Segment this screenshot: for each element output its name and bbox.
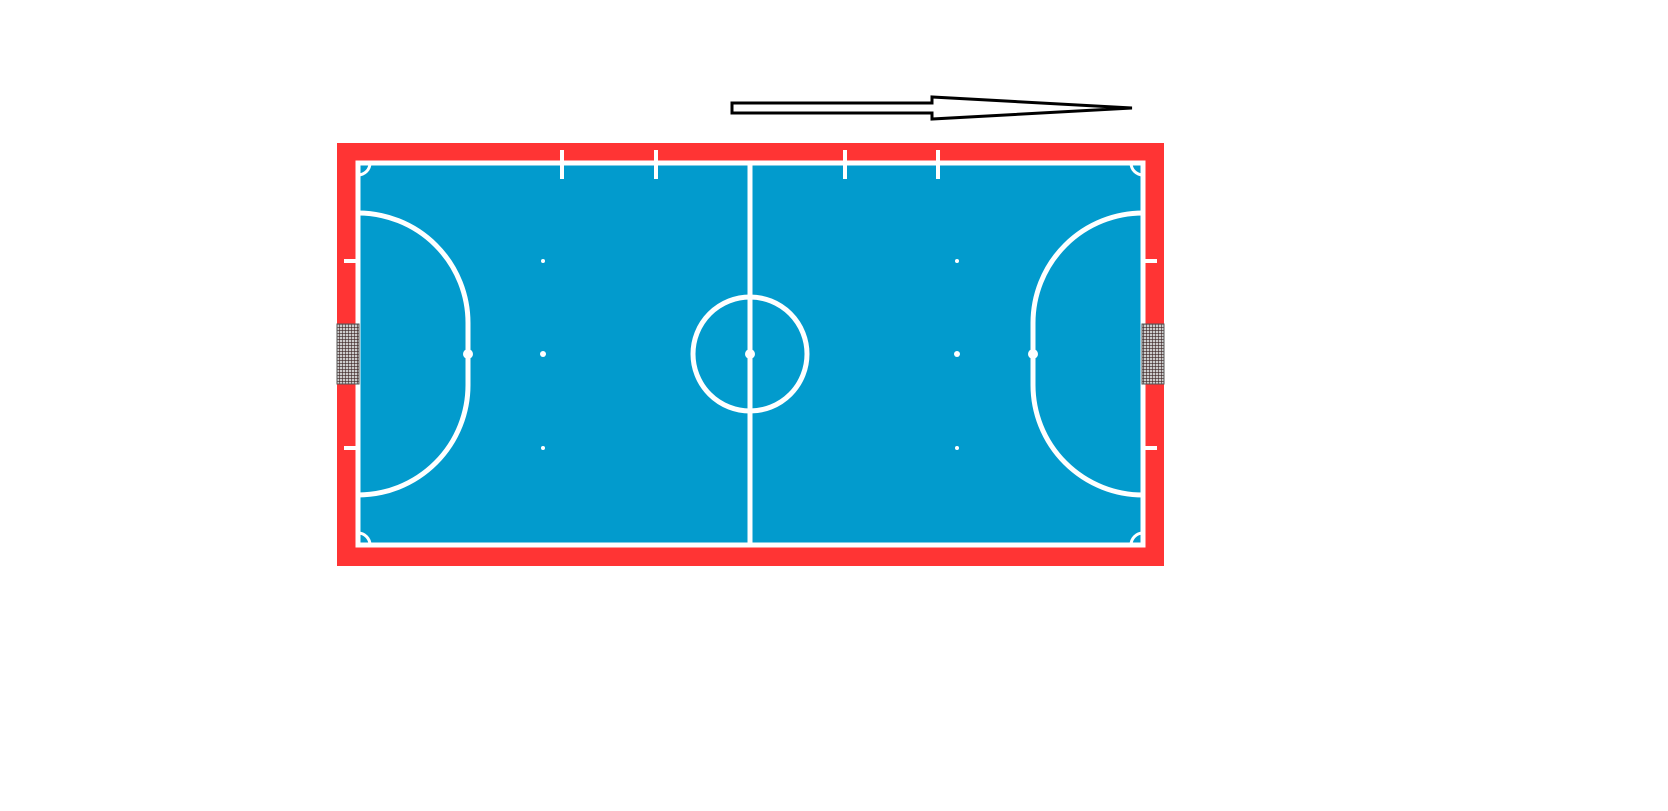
right-penalty-spot [1028, 349, 1038, 359]
corner-arc-bottom-right [1129, 531, 1144, 546]
right-distance-mark [955, 259, 959, 263]
court-spots [463, 259, 1038, 450]
left-distance-mark [541, 259, 545, 263]
direction-arrow [730, 95, 1133, 121]
corner-arc-top-right [1129, 162, 1144, 177]
left-goal-net [336, 323, 360, 385]
corner-arc-bottom-left [357, 531, 372, 546]
left-distance-mark [541, 446, 545, 450]
left-penalty-spot [463, 349, 473, 359]
right-second-penalty-spot [954, 351, 960, 357]
left-second-penalty-spot [540, 351, 546, 357]
center-spot [745, 349, 755, 359]
center-circle [690, 294, 810, 414]
right-distance-mark [955, 446, 959, 450]
corner-arc-top-left [357, 162, 372, 177]
right-goal-net [1141, 323, 1165, 385]
